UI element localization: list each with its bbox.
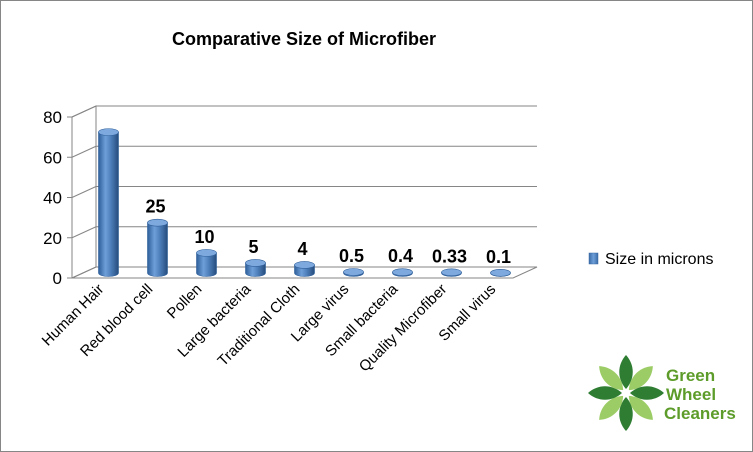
data-label: 4 [297, 239, 307, 259]
y-tick-label: 60 [43, 148, 62, 167]
logo-line-1: Green [666, 366, 715, 385]
bar [245, 259, 266, 277]
leaf-petal [630, 386, 664, 400]
company-logo: Green Wheel Cleaners [588, 355, 736, 431]
bar-top [441, 268, 462, 277]
bar-top [98, 128, 119, 136]
legend: Size in microns [588, 251, 713, 268]
leaf-petal [599, 395, 624, 420]
leaf-petal [619, 397, 633, 431]
data-labels: 25 10 5 4 0.5 0.4 0.33 0.1 [145, 197, 511, 267]
y-tick-label: 80 [43, 108, 62, 127]
y-tick-label: 20 [43, 229, 62, 248]
data-label: 0.1 [486, 247, 511, 267]
legend-label: Size in microns [605, 251, 713, 268]
gridlines [71, 105, 537, 279]
data-label: 0.5 [339, 246, 364, 266]
data-label: 10 [194, 227, 214, 247]
data-label: 5 [248, 237, 258, 257]
data-label: 0.33 [432, 246, 467, 266]
gridline-side [71, 266, 97, 279]
bar-series [98, 128, 511, 277]
bar-body [196, 252, 217, 277]
bar-body [245, 262, 266, 277]
logo-line-2: Wheel [666, 385, 716, 404]
bar [147, 218, 168, 277]
chart-title: Comparative Size of Microfiber [172, 29, 436, 49]
bar-body [147, 222, 168, 277]
gridline-side [71, 105, 97, 118]
bar [294, 261, 315, 277]
bar [98, 128, 119, 277]
bar [343, 268, 364, 277]
bar [441, 268, 462, 277]
gridline-side [71, 226, 97, 239]
bar [490, 268, 511, 277]
bar [196, 249, 217, 277]
leaf-petal [599, 366, 624, 391]
bar-body [98, 131, 119, 277]
bar-top [392, 268, 413, 276]
leaf-petal [588, 386, 622, 400]
y-tick-label: 0 [53, 269, 62, 288]
gridline-side [71, 145, 97, 158]
leaf-petal [628, 395, 653, 420]
bar-top [196, 249, 217, 257]
bar-top [147, 218, 168, 227]
data-label: 0.4 [388, 246, 413, 266]
data-label: 25 [145, 197, 165, 217]
bar-top [343, 268, 364, 276]
gridline-side [71, 186, 97, 198]
bar [392, 268, 413, 277]
y-axis: 0 20 40 60 80 [43, 108, 72, 288]
logo-line-3: Cleaners [664, 404, 736, 423]
y-tick-label: 40 [43, 189, 62, 208]
bar-top [245, 259, 266, 267]
x-tick-label: Quality Microfiber [356, 281, 451, 376]
leaf-petal [619, 355, 633, 389]
leaf-emblem-icon [588, 355, 664, 431]
leaf-petal [628, 366, 653, 391]
x-tick-label: Pollen [164, 281, 206, 323]
bar-top [294, 261, 315, 269]
legend-swatch [588, 252, 599, 265]
bar-top [490, 268, 511, 277]
